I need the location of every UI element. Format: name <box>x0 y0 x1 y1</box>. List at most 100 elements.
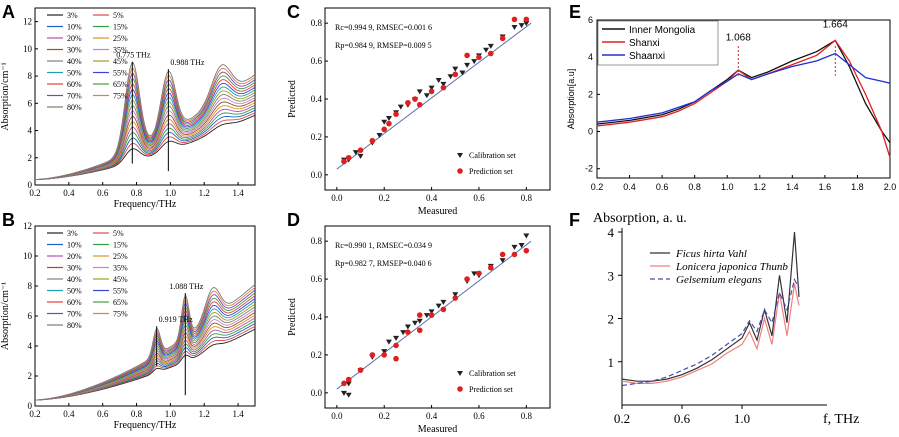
x-tick-label: 0.8 <box>131 188 143 198</box>
chart-d: 0.0 0.2 0.4 0.6 0.8 0.0 0.2 0.4 0.6 0.8 Measured Pr… <box>287 225 551 435</box>
x-tick-label: 0.0 <box>331 193 343 203</box>
legend-entry: 35% <box>113 46 128 55</box>
y-tick-label: 4 <box>28 126 33 136</box>
x-tick-label: 0.8 <box>521 193 533 203</box>
x-tick-label: 0.2 <box>379 411 390 421</box>
y-tick-label: 0.0 <box>311 388 323 398</box>
legend-entry: 50% <box>67 69 82 78</box>
prediction-point <box>405 99 411 106</box>
y-tick-label: 0.8 <box>311 236 323 246</box>
legend-prediction-marker <box>457 168 463 174</box>
calibration-point <box>340 390 347 396</box>
panel-label-b: B <box>2 210 15 230</box>
prediction-point <box>416 101 423 108</box>
calibration-point <box>487 43 494 49</box>
prediction-point <box>341 158 347 165</box>
series-line <box>621 277 800 387</box>
x-tick-label: 1.4 <box>786 182 799 192</box>
x-tick-label: 0.8 <box>131 409 143 419</box>
prediction-point <box>487 50 494 57</box>
x-tick-label: 0.2 <box>29 188 40 198</box>
prediction-point <box>416 327 423 334</box>
fit-line <box>336 22 532 170</box>
calibration-point <box>393 335 400 341</box>
legend-entry: 70% <box>67 310 82 319</box>
x-tick-label: 1.2 <box>754 182 767 192</box>
series-line <box>596 52 891 123</box>
series-line <box>596 39 891 144</box>
plot-frame <box>596 19 891 179</box>
x-tick-label: 0.2 <box>379 193 390 203</box>
peak-annotation: 1.068 <box>726 32 751 43</box>
panel-label-e: E <box>569 2 582 22</box>
legend-entry: Ficus hirta Vahl <box>675 248 747 260</box>
y-axis-label: Absorption[a.u] <box>567 69 576 130</box>
y-tick-label: 4 <box>588 52 593 62</box>
legend-entry: 10% <box>67 241 82 250</box>
legend-entry: Gelsemium elegans <box>676 274 762 286</box>
x-tick-label: 0.2 <box>29 409 40 419</box>
y-tick-label: 2 <box>608 312 615 327</box>
prediction-point <box>499 35 506 42</box>
legend-calibration-marker <box>457 371 463 376</box>
calibration-point <box>459 70 466 76</box>
y-tick-label: 0.6 <box>311 56 323 66</box>
x-tick-label: 1.8 <box>851 182 864 192</box>
stats-line-2: Rp=0.982 7, RMSEP=0.040 6 <box>335 259 432 268</box>
y-tick-label: 8 <box>28 281 33 291</box>
x-tick-label: 1.2 <box>199 188 210 198</box>
prediction-point <box>381 126 388 133</box>
legend-prediction: Prediction set <box>469 167 514 176</box>
y-axis-label: Absorption, a. u. <box>593 211 687 226</box>
x-tick-label: 0.6 <box>473 193 485 203</box>
y-axis-label: Predicted <box>287 298 298 336</box>
legend-entry: 45% <box>113 275 128 284</box>
calibration-point <box>400 330 407 336</box>
series-line <box>35 317 256 401</box>
y-tick-label: 4 <box>608 225 615 240</box>
prediction-point <box>499 251 506 258</box>
legend-entry: Lonicera japonica Thunb <box>675 261 788 273</box>
calibration-point <box>416 318 423 324</box>
prediction-point <box>511 16 518 23</box>
prediction-point <box>393 342 399 349</box>
x-axis-label: Measured <box>418 206 457 217</box>
calibration-point <box>435 303 442 309</box>
legend-entry: 80% <box>67 321 82 330</box>
prediction-point <box>464 276 470 282</box>
legend-entry: 65% <box>113 298 128 307</box>
stats-line-1: Rc=0.994 9, RMSEC=0.001 6 <box>335 23 432 32</box>
legend-entry: 60% <box>67 298 82 307</box>
prediction-point <box>345 154 352 161</box>
x-tick-label: 0.6 <box>97 188 109 198</box>
calibration-point <box>357 153 364 159</box>
legend-entry: 75% <box>113 310 128 319</box>
x-tick-label: 0.4 <box>623 182 636 192</box>
x-tick-label: 0.4 <box>426 411 438 421</box>
y-tick-label: 2 <box>28 371 33 381</box>
legend-entry: 15% <box>113 23 128 32</box>
prediction-point <box>416 312 423 318</box>
calibration-point <box>523 21 530 27</box>
legend-entry: 20% <box>67 252 82 261</box>
prediction-point <box>440 84 447 91</box>
stats-line-2: Rp=0.984 9, RMSEP=0.009 5 <box>335 41 432 50</box>
y-tick-label: 0.6 <box>311 274 323 284</box>
y-tick-label: 1 <box>608 355 615 370</box>
y-tick-label: 0 <box>28 401 33 411</box>
calibration-point <box>518 242 525 248</box>
prediction-point <box>357 147 364 153</box>
panel-label-c: C <box>287 2 300 22</box>
calibration-point <box>452 66 459 72</box>
prediction-point <box>476 54 482 61</box>
prediction-point <box>440 306 447 313</box>
prediction-point <box>523 16 530 23</box>
x-axis-label: Frequency/THz <box>114 420 177 431</box>
calibration-point <box>447 74 454 80</box>
peak-annotation: 1.664 <box>823 19 848 30</box>
x-tick-label: 0.6 <box>473 411 485 421</box>
y-tick-label: 10 <box>23 44 33 54</box>
stats-line-1: Rc=0.990 1, RMSEC=0.034 9 <box>335 241 432 250</box>
legend-entry: 25% <box>113 252 128 261</box>
series-line <box>34 62 256 181</box>
